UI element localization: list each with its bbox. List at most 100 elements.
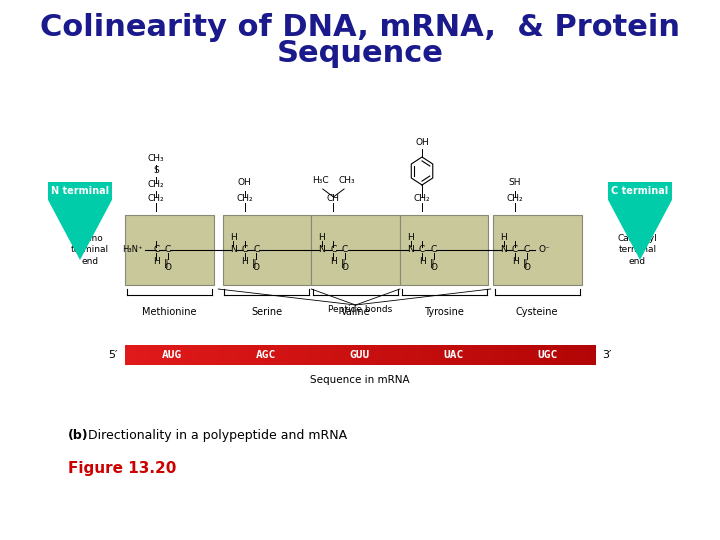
Bar [332,345,335,365]
Bar [536,345,539,365]
Bar [456,345,459,365]
Bar [510,345,513,365]
Bar [477,345,481,365]
Text: Colinearity of DNA, mRNA,  & Protein: Colinearity of DNA, mRNA, & Protein [40,12,680,42]
Text: Serine: Serine [251,307,282,317]
Bar [454,345,457,365]
Text: Tyrosine: Tyrosine [424,307,464,317]
Bar [313,345,316,365]
Bar [581,345,584,365]
Bar [569,345,572,365]
Bar [482,345,485,365]
Bar [222,215,311,285]
Bar [320,345,323,365]
Text: H: H [230,233,237,242]
Polygon shape [608,200,672,260]
Bar [451,345,455,365]
Bar [148,345,152,365]
Text: ‖: ‖ [252,259,257,268]
Bar [308,345,312,365]
Bar [397,345,401,365]
Bar [256,345,260,365]
Bar [468,345,472,365]
Bar [198,345,201,365]
Bar [351,345,354,365]
Bar [247,345,251,365]
Bar [318,345,321,365]
Text: UGC: UGC [538,350,558,360]
Bar [464,345,467,365]
Bar [419,345,422,365]
Bar [48,182,112,200]
Bar [557,345,560,365]
Bar [189,345,192,365]
Bar [433,345,436,365]
Bar [334,345,338,365]
Bar [400,345,403,365]
Bar [503,345,506,365]
Bar [146,345,150,365]
Bar [144,345,147,365]
Bar [541,345,544,365]
Bar [215,345,217,365]
Text: Figure 13.20: Figure 13.20 [68,461,176,476]
Bar [431,345,433,365]
Text: OH: OH [238,178,252,187]
Bar [567,345,570,365]
Bar [228,345,232,365]
Bar [562,345,565,365]
Text: C terminal: C terminal [611,186,669,196]
Bar [588,345,591,365]
Bar [369,345,373,365]
Text: C: C [342,246,348,254]
Bar [301,345,305,365]
Bar [280,345,284,365]
Bar [240,345,243,365]
Text: H₃C: H₃C [312,176,328,185]
Bar [583,345,586,365]
Text: Directionality in a polypeptide and mRNA: Directionality in a polypeptide and mRNA [84,429,346,442]
Bar [593,345,595,365]
Bar [505,345,509,365]
Text: S: S [153,166,159,175]
Bar [245,345,248,365]
Bar [576,345,580,365]
Text: H: H [407,233,414,242]
Bar [543,345,546,365]
Bar [585,345,589,365]
Text: H: H [330,258,337,267]
Bar [578,345,582,365]
Text: N: N [407,246,414,254]
Text: H₃N⁺: H₃N⁺ [122,246,143,254]
Bar [222,345,225,365]
Bar [125,215,214,285]
Bar [238,345,241,365]
Text: N terminal: N terminal [51,186,109,196]
Bar [518,345,521,365]
Bar [426,345,429,365]
Bar [170,345,173,365]
Bar [184,345,187,365]
Bar [534,345,537,365]
Bar [130,345,133,365]
Text: C: C [512,246,518,254]
Bar [393,345,396,365]
Bar [186,345,189,365]
Bar [416,345,420,365]
Bar [235,345,239,365]
Bar [449,345,452,365]
Bar [442,345,446,365]
Bar [489,345,492,365]
Bar [142,345,145,365]
Bar [572,345,575,365]
Bar [259,345,262,365]
Bar [421,345,424,365]
Bar [402,345,405,365]
Bar [294,345,297,365]
Bar [548,345,551,365]
Text: Sequence: Sequence [276,38,444,68]
Bar [508,345,511,365]
Text: H: H [153,258,160,267]
Text: AUG: AUG [162,350,182,360]
Bar [139,345,143,365]
